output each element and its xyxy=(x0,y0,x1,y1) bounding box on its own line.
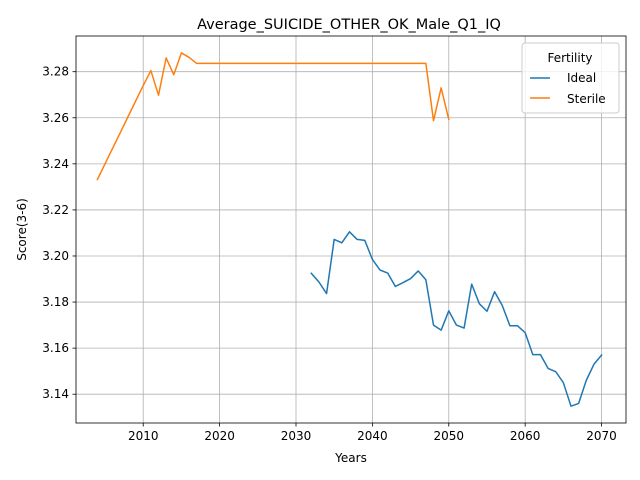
legend-label-sterile: Sterile xyxy=(567,92,606,106)
legend-box xyxy=(521,42,620,114)
x-tick-label: 2060 xyxy=(510,429,541,443)
legend: Fertility Ideal Sterile xyxy=(521,42,620,114)
series-lines xyxy=(96,52,603,407)
x-tick-label: 2030 xyxy=(281,429,312,443)
y-tick-label: 3.28 xyxy=(42,65,69,79)
y-tick-label: 3.24 xyxy=(42,157,69,171)
y-tick-label: 3.20 xyxy=(42,249,69,263)
y-tick-label: 3.18 xyxy=(42,295,69,309)
y-tick-label: 3.14 xyxy=(42,387,69,401)
y-tick-label: 3.16 xyxy=(42,341,69,355)
series-line-sterile xyxy=(96,52,450,181)
axis-ticks: 2010 2020 2030 2040 2050 2060 2070 3.14 3.16 3.18… xyxy=(42,65,617,443)
x-tick-label: 2010 xyxy=(128,429,159,443)
x-tick-label: 2020 xyxy=(204,429,235,443)
x-tick-label: 2040 xyxy=(357,429,388,443)
series-line-ideal xyxy=(310,231,603,407)
chart-title: Average_SUICIDE_OTHER_OK_Male_Q1_IQ xyxy=(197,17,501,33)
x-axis-title: Years xyxy=(334,451,367,465)
x-tick-label: 2050 xyxy=(434,429,465,443)
legend-title: Fertility xyxy=(547,51,592,65)
y-tick-label: 3.26 xyxy=(42,111,69,125)
legend-label-ideal: Ideal xyxy=(567,71,596,85)
x-tick-label: 2070 xyxy=(586,429,617,443)
plot-frame xyxy=(75,35,627,424)
y-axis-title: Score(3-6) xyxy=(15,198,29,261)
y-tick-label: 3.22 xyxy=(42,203,69,217)
